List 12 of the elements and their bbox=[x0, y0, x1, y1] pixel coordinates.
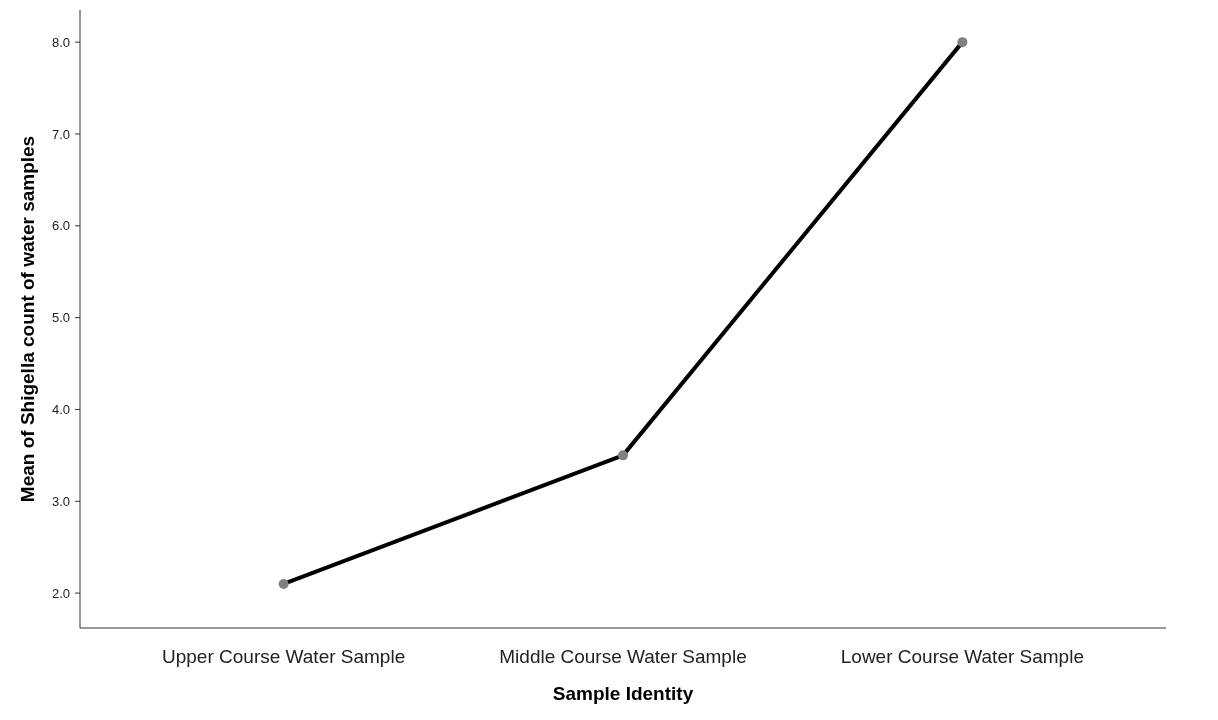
y-tick-label: 2.0 bbox=[51, 585, 70, 601]
x-axis-title: Sample Identity bbox=[552, 683, 694, 704]
y-tick-label: 6.0 bbox=[51, 218, 70, 234]
y-tick-label: 5.0 bbox=[51, 310, 70, 326]
x-tick-label: Upper Course Water Sample bbox=[162, 646, 406, 667]
y-tick-label: 4.0 bbox=[51, 402, 70, 417]
y-axis-title: Mean of Shigella count of water samples bbox=[17, 135, 38, 503]
x-tick-label: Lower Course Water Sample bbox=[840, 646, 1084, 667]
y-tick-label: 8.0 bbox=[51, 34, 70, 50]
y-tick-label: 3.0 bbox=[51, 493, 70, 509]
x-tick-label: Middle Course Water Sample bbox=[499, 646, 747, 667]
y-tick-label: 7.0 bbox=[51, 126, 70, 142]
